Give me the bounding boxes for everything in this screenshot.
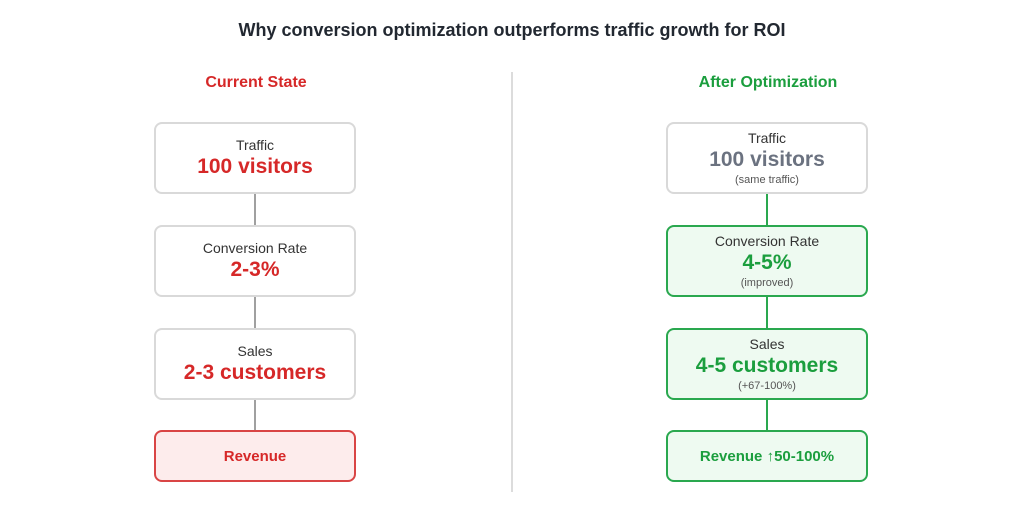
optimized-connector-3 — [766, 400, 768, 430]
current-connector-2 — [254, 297, 256, 328]
current-conversion-box: Conversion Rate 2-3% — [154, 225, 356, 297]
optimized-sales-box: Sales 4-5 customers (+67-100%) — [666, 328, 868, 400]
optimized-sales-value: 4-5 customers — [695, 354, 839, 377]
diagram-title: Why conversion optimization outperforms … — [238, 20, 786, 40]
optimized-traffic-note: (same traffic) — [735, 174, 799, 186]
current-traffic-value: 100 visitors — [197, 155, 313, 178]
optimized-traffic-box: Traffic 100 visitors (same traffic) — [666, 122, 868, 194]
optimized-sales-note: (+67-100%) — [738, 380, 796, 392]
column-divider — [511, 72, 513, 492]
current-connector-1 — [254, 194, 256, 225]
current-conversion-value: 2-3% — [230, 258, 280, 281]
current-conversion-label: Conversion Rate — [202, 240, 308, 256]
optimized-revenue-label: Revenue ↑50-100% — [699, 447, 835, 465]
optimized-traffic-value: 100 visitors — [709, 148, 825, 171]
optimized-conversion-label: Conversion Rate — [714, 233, 820, 249]
current-traffic-box: Traffic 100 visitors — [154, 122, 356, 194]
optimized-conversion-value: 4-5% — [742, 251, 792, 274]
optimized-sales-label: Sales — [749, 336, 785, 352]
current-sales-value: 2-3 customers — [183, 361, 327, 384]
optimized-conversion-box: Conversion Rate 4-5% (improved) — [666, 225, 868, 297]
optimized-conversion-note: (improved) — [740, 277, 794, 289]
optimized-revenue-box: Revenue ↑50-100% — [666, 430, 868, 482]
current-sales-label: Sales — [237, 343, 273, 359]
current-sales-box: Sales 2-3 customers — [154, 328, 356, 400]
current-traffic-label: Traffic — [235, 137, 275, 153]
current-connector-3 — [254, 400, 256, 430]
after-optimization-heading: After Optimization — [698, 74, 838, 91]
current-revenue-box: Revenue — [154, 430, 356, 482]
optimized-traffic-label: Traffic — [747, 130, 787, 146]
current-revenue-label: Revenue — [223, 447, 287, 465]
optimized-connector-2 — [766, 297, 768, 328]
current-state-heading: Current State — [205, 74, 307, 91]
optimized-connector-1 — [766, 194, 768, 225]
